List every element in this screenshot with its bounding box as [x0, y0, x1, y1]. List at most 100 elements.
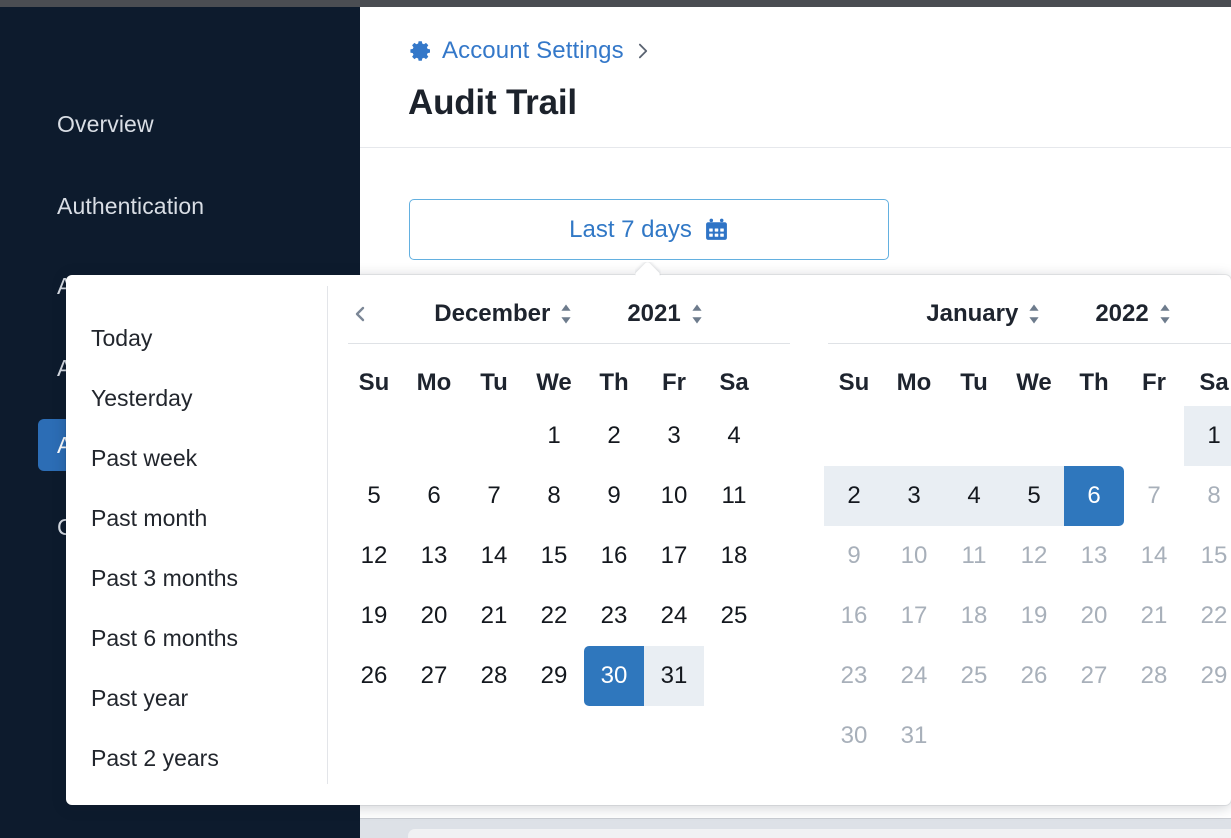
- weekday-su: Su: [838, 369, 870, 396]
- calendar-day-cell[interactable]: 12: [360, 542, 388, 569]
- calendar-empty-cell: [584, 706, 644, 766]
- calendar-day-cell[interactable]: 6: [427, 482, 441, 509]
- calendar-day-cell[interactable]: 3: [884, 466, 944, 526]
- weekday-fr: Fr: [662, 369, 686, 396]
- calendar-day-cell[interactable]: 30: [584, 646, 644, 706]
- calendar-week-row: 9 10 11 12 13 14 15: [824, 526, 1231, 586]
- sidebar-item-overview[interactable]: Overview: [38, 98, 338, 150]
- calendar-day-cell: 19: [1020, 602, 1048, 629]
- calendar-day-cell[interactable]: 23: [600, 602, 628, 629]
- preset-past-week[interactable]: Past week: [66, 428, 327, 488]
- calendar-day-cell: 26: [1020, 662, 1048, 689]
- preset-past-month[interactable]: Past month: [66, 488, 327, 548]
- calendar-day-cell[interactable]: 11: [721, 482, 747, 509]
- calendar-week-row: 19 20 21 22 23 24 25: [344, 586, 794, 646]
- calendar-panels: December 2021 Su Mo Tu We Th Fr Sa 1 2 3 4 5 6 7 8 9 10 11 1…: [328, 275, 1231, 805]
- calendar-icon: [704, 217, 729, 242]
- calendar-day-cell[interactable]: 27: [420, 662, 448, 689]
- calendar-day-cell[interactable]: 1: [547, 422, 561, 449]
- weekday-header-row: Su Mo Tu We Th Fr Sa: [344, 344, 794, 406]
- breadcrumb: Account Settings: [409, 37, 651, 65]
- calendar-day-cell: 9: [847, 542, 861, 569]
- calendar-day-cell[interactable]: 26: [360, 662, 388, 689]
- calendar-day-cell[interactable]: 22: [540, 602, 568, 629]
- calendar-day-cell[interactable]: 4: [944, 466, 1004, 526]
- year-stepper[interactable]: 2021: [627, 300, 703, 328]
- calendar-day-cell: 22: [1200, 602, 1228, 629]
- preset-past-6-months[interactable]: Past 6 months: [66, 608, 327, 668]
- weekday-su: Su: [358, 369, 390, 396]
- calendar-day-cell[interactable]: 18: [720, 542, 748, 569]
- calendar-day-cell[interactable]: 29: [540, 662, 568, 689]
- calendar-week-row: 16 17 18 19 20 21 22: [824, 586, 1231, 646]
- calendar-day-cell[interactable]: 20: [420, 602, 448, 629]
- calendar-day-cell[interactable]: 15: [540, 542, 568, 569]
- breadcrumb-link-account-settings[interactable]: Account Settings: [442, 37, 624, 64]
- page-header: Account Settings Audit Trail: [360, 7, 1231, 148]
- calendar-day-cell[interactable]: 21: [480, 602, 508, 629]
- calendar-day-cell[interactable]: 31: [644, 646, 704, 706]
- preset-past-3-months[interactable]: Past 3 months: [66, 548, 327, 608]
- calendar-day-cell[interactable]: 24: [660, 602, 688, 629]
- calendar-day-cell[interactable]: 9: [607, 482, 621, 509]
- stepper-updown-icon[interactable]: [1158, 303, 1172, 325]
- calendar-day-cell: 20: [1080, 602, 1108, 629]
- calendar-day-cell[interactable]: 3: [667, 422, 681, 449]
- calendar-empty-cell: [1064, 706, 1124, 766]
- preset-label: Past 2 years: [91, 744, 219, 771]
- calendar-week-row: 23 24 25 26 27 28 29: [824, 646, 1231, 706]
- calendar-day-cell[interactable]: 2: [824, 466, 884, 526]
- weekday-we: We: [1016, 369, 1052, 396]
- calendar-january-2022: January 2022 Su Mo Tu We Th Fr Sa 1 2 3 4 5 6 7 8 9 10 11 12…: [824, 275, 1231, 805]
- calendar-day-cell[interactable]: 4: [727, 422, 741, 449]
- sidebar-item-authentication[interactable]: Authentication: [38, 180, 338, 232]
- sidebar-item-label: Authentication: [57, 192, 205, 219]
- calendar-empty-cell: [524, 706, 584, 766]
- calendar-empty-cell: [704, 646, 764, 706]
- calendar-day-cell[interactable]: 7: [487, 482, 501, 509]
- calendar-empty-cell: [644, 706, 704, 766]
- calendar-day-cell[interactable]: 8: [547, 482, 561, 509]
- content-scroll-area: [360, 818, 1231, 838]
- calendar-day-cell[interactable]: 17: [660, 542, 688, 569]
- calendar-day-cell[interactable]: 10: [660, 482, 688, 509]
- weekday-mo: Mo: [896, 369, 932, 396]
- calendar-day-cell[interactable]: 5: [1004, 466, 1064, 526]
- calendar-day-cell[interactable]: 16: [600, 542, 628, 569]
- calendar-day-cell[interactable]: 25: [720, 602, 748, 629]
- weekday-sa: Sa: [1199, 369, 1229, 396]
- calendar-day-cell: 24: [900, 662, 928, 689]
- calendar-day-cell[interactable]: 1: [1184, 406, 1231, 466]
- month-stepper[interactable]: December: [434, 300, 573, 328]
- calendar-day-cell[interactable]: 28: [480, 662, 508, 689]
- calendar-day-cell[interactable]: 5: [367, 482, 381, 509]
- calendar-empty-cell: [1184, 706, 1231, 766]
- preset-label: Past week: [91, 444, 198, 471]
- stepper-updown-icon[interactable]: [559, 303, 573, 325]
- preset-yesterday[interactable]: Yesterday: [66, 368, 327, 428]
- stepper-updown-icon[interactable]: [690, 303, 704, 325]
- calendar-week-row: 1: [824, 406, 1231, 466]
- calendar-day-cell: 7: [1147, 482, 1161, 509]
- chevron-left-icon[interactable]: [344, 297, 378, 331]
- month-stepper[interactable]: January: [926, 300, 1041, 328]
- stepper-updown-icon[interactable]: [1027, 303, 1041, 325]
- calendar-empty-cell: [464, 706, 524, 766]
- preset-today[interactable]: Today: [66, 308, 327, 368]
- date-range-button[interactable]: Last 7 days: [409, 199, 889, 260]
- year-stepper[interactable]: 2022: [1095, 300, 1171, 328]
- calendar-day-cell[interactable]: 2: [607, 422, 621, 449]
- window-chrome-strip: [0, 0, 1231, 7]
- preset-past-2-years[interactable]: Past 2 years: [66, 728, 327, 788]
- preset-past-year[interactable]: Past year: [66, 668, 327, 728]
- date-range-button-label: Last 7 days: [569, 215, 692, 243]
- calendar-day-cell[interactable]: 13: [420, 542, 448, 569]
- year-label: 2021: [627, 300, 681, 327]
- month-label: January: [926, 300, 1019, 327]
- preset-label: Past 6 months: [91, 624, 239, 651]
- calendar-day-cell[interactable]: 14: [480, 542, 508, 569]
- calendar-day-cell[interactable]: 19: [360, 602, 388, 629]
- page-title: Audit Trail: [408, 83, 577, 122]
- calendar-day-cell[interactable]: 6: [1064, 466, 1124, 526]
